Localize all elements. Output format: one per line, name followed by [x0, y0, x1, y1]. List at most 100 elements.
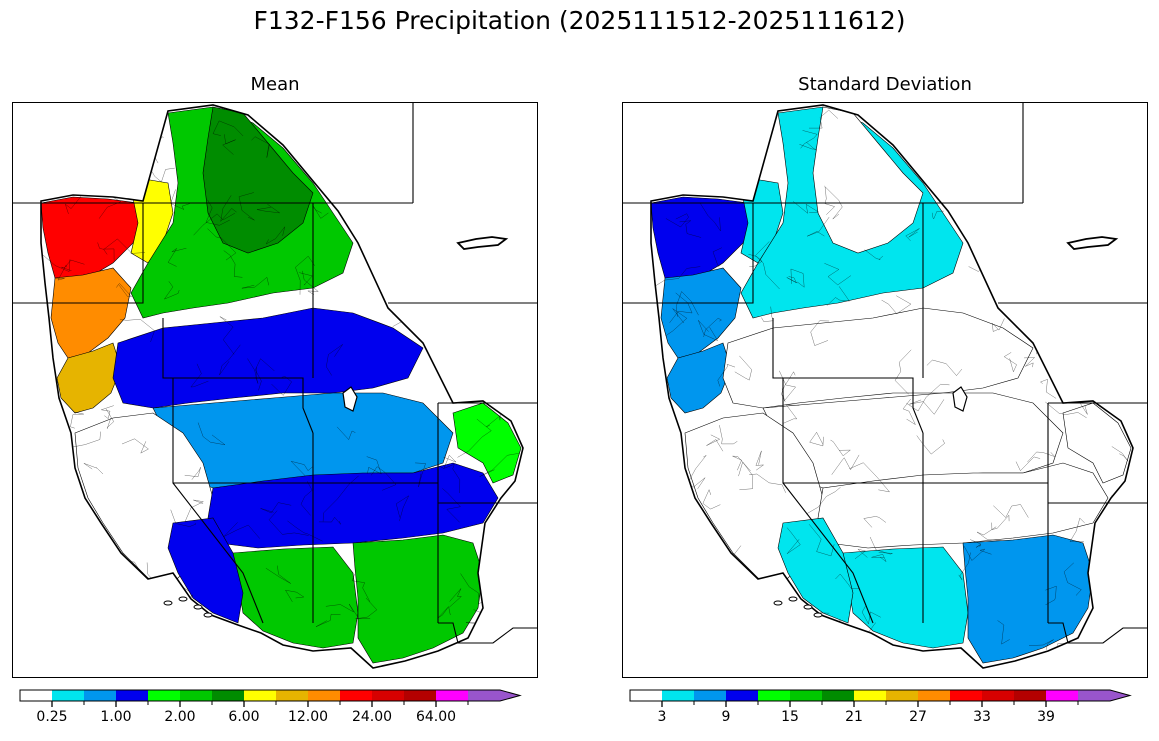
state-border — [13, 103, 414, 204]
state-border — [1048, 402, 1147, 504]
island — [803, 604, 813, 610]
region-oregon-coast — [660, 267, 742, 359]
colorbar-swatch — [822, 690, 854, 701]
region-oregon-cascades — [56, 342, 122, 414]
region-northern-rockies — [812, 106, 924, 254]
colorbar-swatch — [726, 690, 758, 701]
state-border — [922, 483, 1049, 623]
region-pacific-northwest-coast — [651, 196, 759, 289]
state-border — [623, 103, 1024, 204]
colorbar-tick-label: 2.00 — [164, 709, 195, 725]
region-arizona — [232, 546, 359, 649]
colorbar-swatch — [630, 690, 662, 701]
colorbar-swatch — [148, 690, 180, 701]
colorbar-swatch — [404, 690, 436, 701]
colorbar-swatch — [790, 690, 822, 701]
coastline — [650, 104, 1134, 669]
lake — [456, 236, 509, 250]
island — [788, 596, 798, 602]
colorbar-tick-label: 39 — [1037, 709, 1055, 725]
state-border — [13, 203, 144, 304]
region-oregon-coast — [50, 267, 132, 359]
colorbar-swatch — [950, 690, 982, 701]
colorbar-swatch — [886, 690, 918, 701]
colorbar-swatch — [116, 690, 148, 701]
coastline — [40, 104, 524, 669]
lake — [342, 386, 358, 412]
colorbar-swatch — [276, 690, 308, 701]
colorbar-swatch — [244, 690, 276, 701]
mean-panel-title: Mean — [250, 74, 300, 95]
island — [203, 612, 213, 618]
colorbar-swatch — [982, 690, 1014, 701]
colorbar-swatch — [662, 690, 694, 701]
colorbar-swatch — [20, 690, 52, 701]
lake — [952, 386, 968, 412]
state-border — [1048, 622, 1147, 644]
std-map — [622, 102, 1148, 678]
state-border — [162, 318, 314, 434]
region-arizona — [842, 546, 969, 649]
lake — [1066, 236, 1119, 250]
colorbar-tick-label: 15 — [781, 709, 799, 725]
colorbar-tick-label: 24.00 — [352, 709, 392, 725]
state-border — [623, 203, 754, 304]
region-southern-california — [777, 517, 854, 624]
colorbar-swatch — [340, 690, 372, 701]
region-pacific-northwest-coast — [41, 196, 149, 289]
std-panel-title: Standard Deviation — [798, 74, 972, 95]
colorbar-tick-label: 6.00 — [228, 709, 259, 725]
colorbar-swatch — [918, 690, 950, 701]
colorbar-tick-label: 27 — [909, 709, 927, 725]
colorbar-swatch — [1014, 690, 1046, 701]
region-colorado-plateau — [817, 462, 1109, 549]
region-snake-river — [112, 307, 424, 409]
region-southern-rockies — [1062, 402, 1132, 484]
island — [178, 596, 188, 602]
region-northern-rockies — [202, 106, 314, 254]
colorbar-swatch — [694, 690, 726, 701]
state-border — [438, 622, 537, 644]
colorbar-swatch — [308, 690, 340, 701]
island — [193, 604, 203, 610]
colorbar-swatch — [854, 690, 886, 701]
colorbar-tick-label: 3 — [658, 709, 667, 725]
region-southern-rockies — [452, 402, 522, 484]
state-border — [782, 482, 874, 624]
state-border — [438, 402, 537, 504]
colorbar-tick-label: 1.00 — [100, 709, 131, 725]
region-new-mexico — [352, 534, 484, 664]
std-colorbar: 3 9 15 21 27 33 39 — [629, 689, 1132, 725]
region-southern-california — [167, 517, 244, 624]
mean-colorbar: 0.25 1.00 2.00 6.00 12.00 24.00 64.00 — [19, 689, 522, 725]
colorbar-swatch — [758, 690, 790, 701]
state-border — [172, 482, 264, 624]
colorbar-swatch — [212, 690, 244, 701]
region-new-mexico — [962, 534, 1094, 664]
colorbar-tick-label: 9 — [722, 709, 731, 725]
colorbar-swatch — [180, 690, 212, 701]
state-border — [312, 483, 439, 623]
colorbar-swatch — [52, 690, 84, 701]
island — [773, 600, 783, 606]
colorbar-tick-label: 0.25 — [36, 709, 67, 725]
state-border — [772, 318, 924, 434]
colorbar-extend-arrow — [1078, 690, 1130, 701]
state-border — [172, 378, 314, 484]
state-border — [923, 403, 1049, 484]
state-border — [782, 378, 924, 484]
std-map-canvas — [623, 103, 1147, 677]
island — [163, 600, 173, 606]
region-oregon-cascades — [666, 342, 732, 414]
mean-map-canvas — [13, 103, 537, 677]
colorbar-extend-arrow — [468, 690, 520, 701]
colorbar-tick-label: 12.00 — [288, 709, 328, 725]
colorbar-swatch — [372, 690, 404, 701]
state-border — [313, 403, 439, 484]
colorbar-swatch — [436, 690, 468, 701]
colorbar-tick-label: 64.00 — [416, 709, 456, 725]
island — [813, 612, 823, 618]
region-colorado-plateau — [207, 462, 499, 549]
colorbar-swatch — [84, 690, 116, 701]
figure-title: F132-F156 Precipitation (2025111512-2025… — [253, 6, 906, 35]
